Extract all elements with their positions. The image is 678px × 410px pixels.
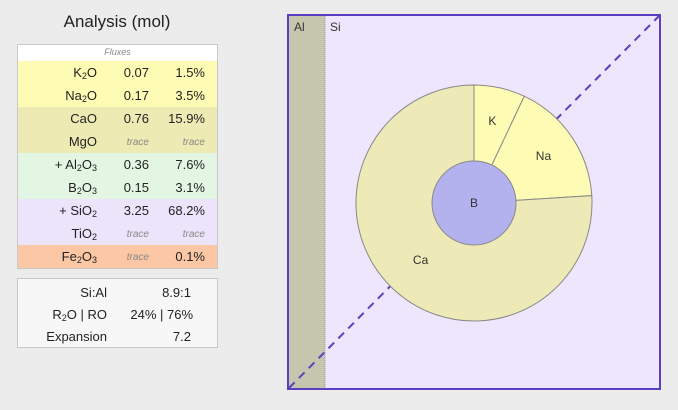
oxide-percent: trace: [182, 137, 205, 148]
si-al-value: 8.9:1: [162, 285, 191, 300]
si-al-label: Si:Al: [80, 285, 107, 300]
r2o-ro-row: R2O | RO 24% | 76%: [18, 303, 217, 325]
pie-inner-circle: [431, 160, 517, 246]
fluxes-header: Fluxes: [104, 47, 131, 57]
oxide-formula: + Al2O3: [54, 157, 97, 173]
oxide-percent: 7.6%: [175, 157, 205, 172]
oxide-value: trace: [126, 252, 149, 263]
pie-label-k: K: [488, 114, 496, 128]
pie-label-ca: Ca: [413, 253, 429, 267]
oxide-value: 0.76: [123, 111, 149, 126]
oxide-group: CaO 0.76 15.9% MgO trace trace: [18, 107, 217, 153]
oxide-groups: K2O 0.07 1.5% Na2O 0.17 3.5% CaO 0.76 15.9% MgO tr…: [18, 61, 217, 268]
oxide-percent: trace: [182, 229, 205, 240]
oxide-formula: MgO: [68, 134, 97, 149]
oxide-formula: Na2O: [65, 88, 97, 104]
oxide-row-mgo: MgO trace trace: [18, 130, 217, 153]
pie-label-na: Na: [536, 149, 552, 163]
al-strip: [289, 16, 325, 388]
expansion-value: 7.2: [172, 329, 191, 344]
oxide-value: 3.25: [123, 203, 149, 218]
oxide-value: 0.15: [123, 180, 149, 195]
oxide-row-tio2: TiO2 trace trace: [18, 222, 217, 245]
oxide-percent: 15.9%: [168, 111, 205, 126]
r2o-ro-label: R2O | RO: [52, 307, 107, 323]
si-al-row: Si:Al 8.9:1: [18, 281, 217, 303]
oxide-formula: Fe2O3: [61, 249, 97, 265]
oxide-row-na2o: Na2O 0.17 3.5%: [18, 84, 217, 107]
limit-line: [288, 15, 660, 389]
flux-pie: K Na Ca B: [355, 84, 593, 322]
pie-slice-ca: [355, 84, 593, 322]
oxide-group: K2O 0.07 1.5% Na2O 0.17 3.5%: [18, 61, 217, 107]
oxide-formula: + SiO2: [59, 203, 97, 219]
oxide-group: + Al2O3 0.36 7.6% B2O3 0.15 3.1%: [18, 153, 217, 199]
oxide-group: + SiO2 3.25 68.2% TiO2 trace trace: [18, 199, 217, 245]
oxide-value: trace: [126, 137, 149, 148]
stats-panel: Si:Al 8.9:1 R2O | RO 24% | 76% Expansion…: [17, 278, 218, 348]
oxide-percent: 0.1%: [175, 249, 205, 264]
oxide-row-k2o: K2O 0.07 1.5%: [18, 61, 217, 84]
oxide-formula: B2O3: [68, 180, 97, 196]
pie-inner-label: B: [470, 196, 478, 210]
axis-label-al: Al: [294, 20, 305, 34]
oxide-formula: K2O: [73, 65, 97, 81]
axis-label-si: Si: [330, 20, 341, 34]
oxide-value: trace: [126, 229, 149, 240]
analysis-table: Fluxes K2O 0.07 1.5% Na2O 0.17 3.5% CaO 0.76 15.…: [17, 44, 218, 269]
oxide-row-fe2o3: Fe2O3 trace 0.1%: [18, 245, 217, 268]
expansion-label: Expansion: [46, 329, 107, 344]
oxide-value: 0.17: [123, 88, 149, 103]
oxide-percent: 3.1%: [175, 180, 205, 195]
r2o-ro-value: 24% | 76%: [130, 307, 193, 322]
umf-chart: Al Si K Na Ca B: [287, 14, 661, 390]
expansion-row: Expansion 7.2: [18, 325, 217, 347]
oxide-row-cao: CaO 0.76 15.9%: [18, 107, 217, 130]
oxide-row-b2o3: B2O3 0.15 3.1%: [18, 176, 217, 199]
oxide-group: Fe2O3 trace 0.1%: [18, 245, 217, 268]
oxide-formula: TiO2: [71, 226, 97, 242]
oxide-value: 0.07: [123, 65, 149, 80]
oxide-percent: 68.2%: [168, 203, 205, 218]
oxide-value: 0.36: [123, 157, 149, 172]
oxide-formula: CaO: [70, 111, 97, 126]
oxide-percent: 3.5%: [175, 88, 205, 103]
oxide-row-sio2: + SiO2 3.25 68.2%: [18, 199, 217, 222]
oxide-row-al2o3: + Al2O3 0.36 7.6%: [18, 153, 217, 176]
page-title: Analysis (mol): [63, 12, 171, 31]
oxide-percent: 1.5%: [175, 65, 205, 80]
